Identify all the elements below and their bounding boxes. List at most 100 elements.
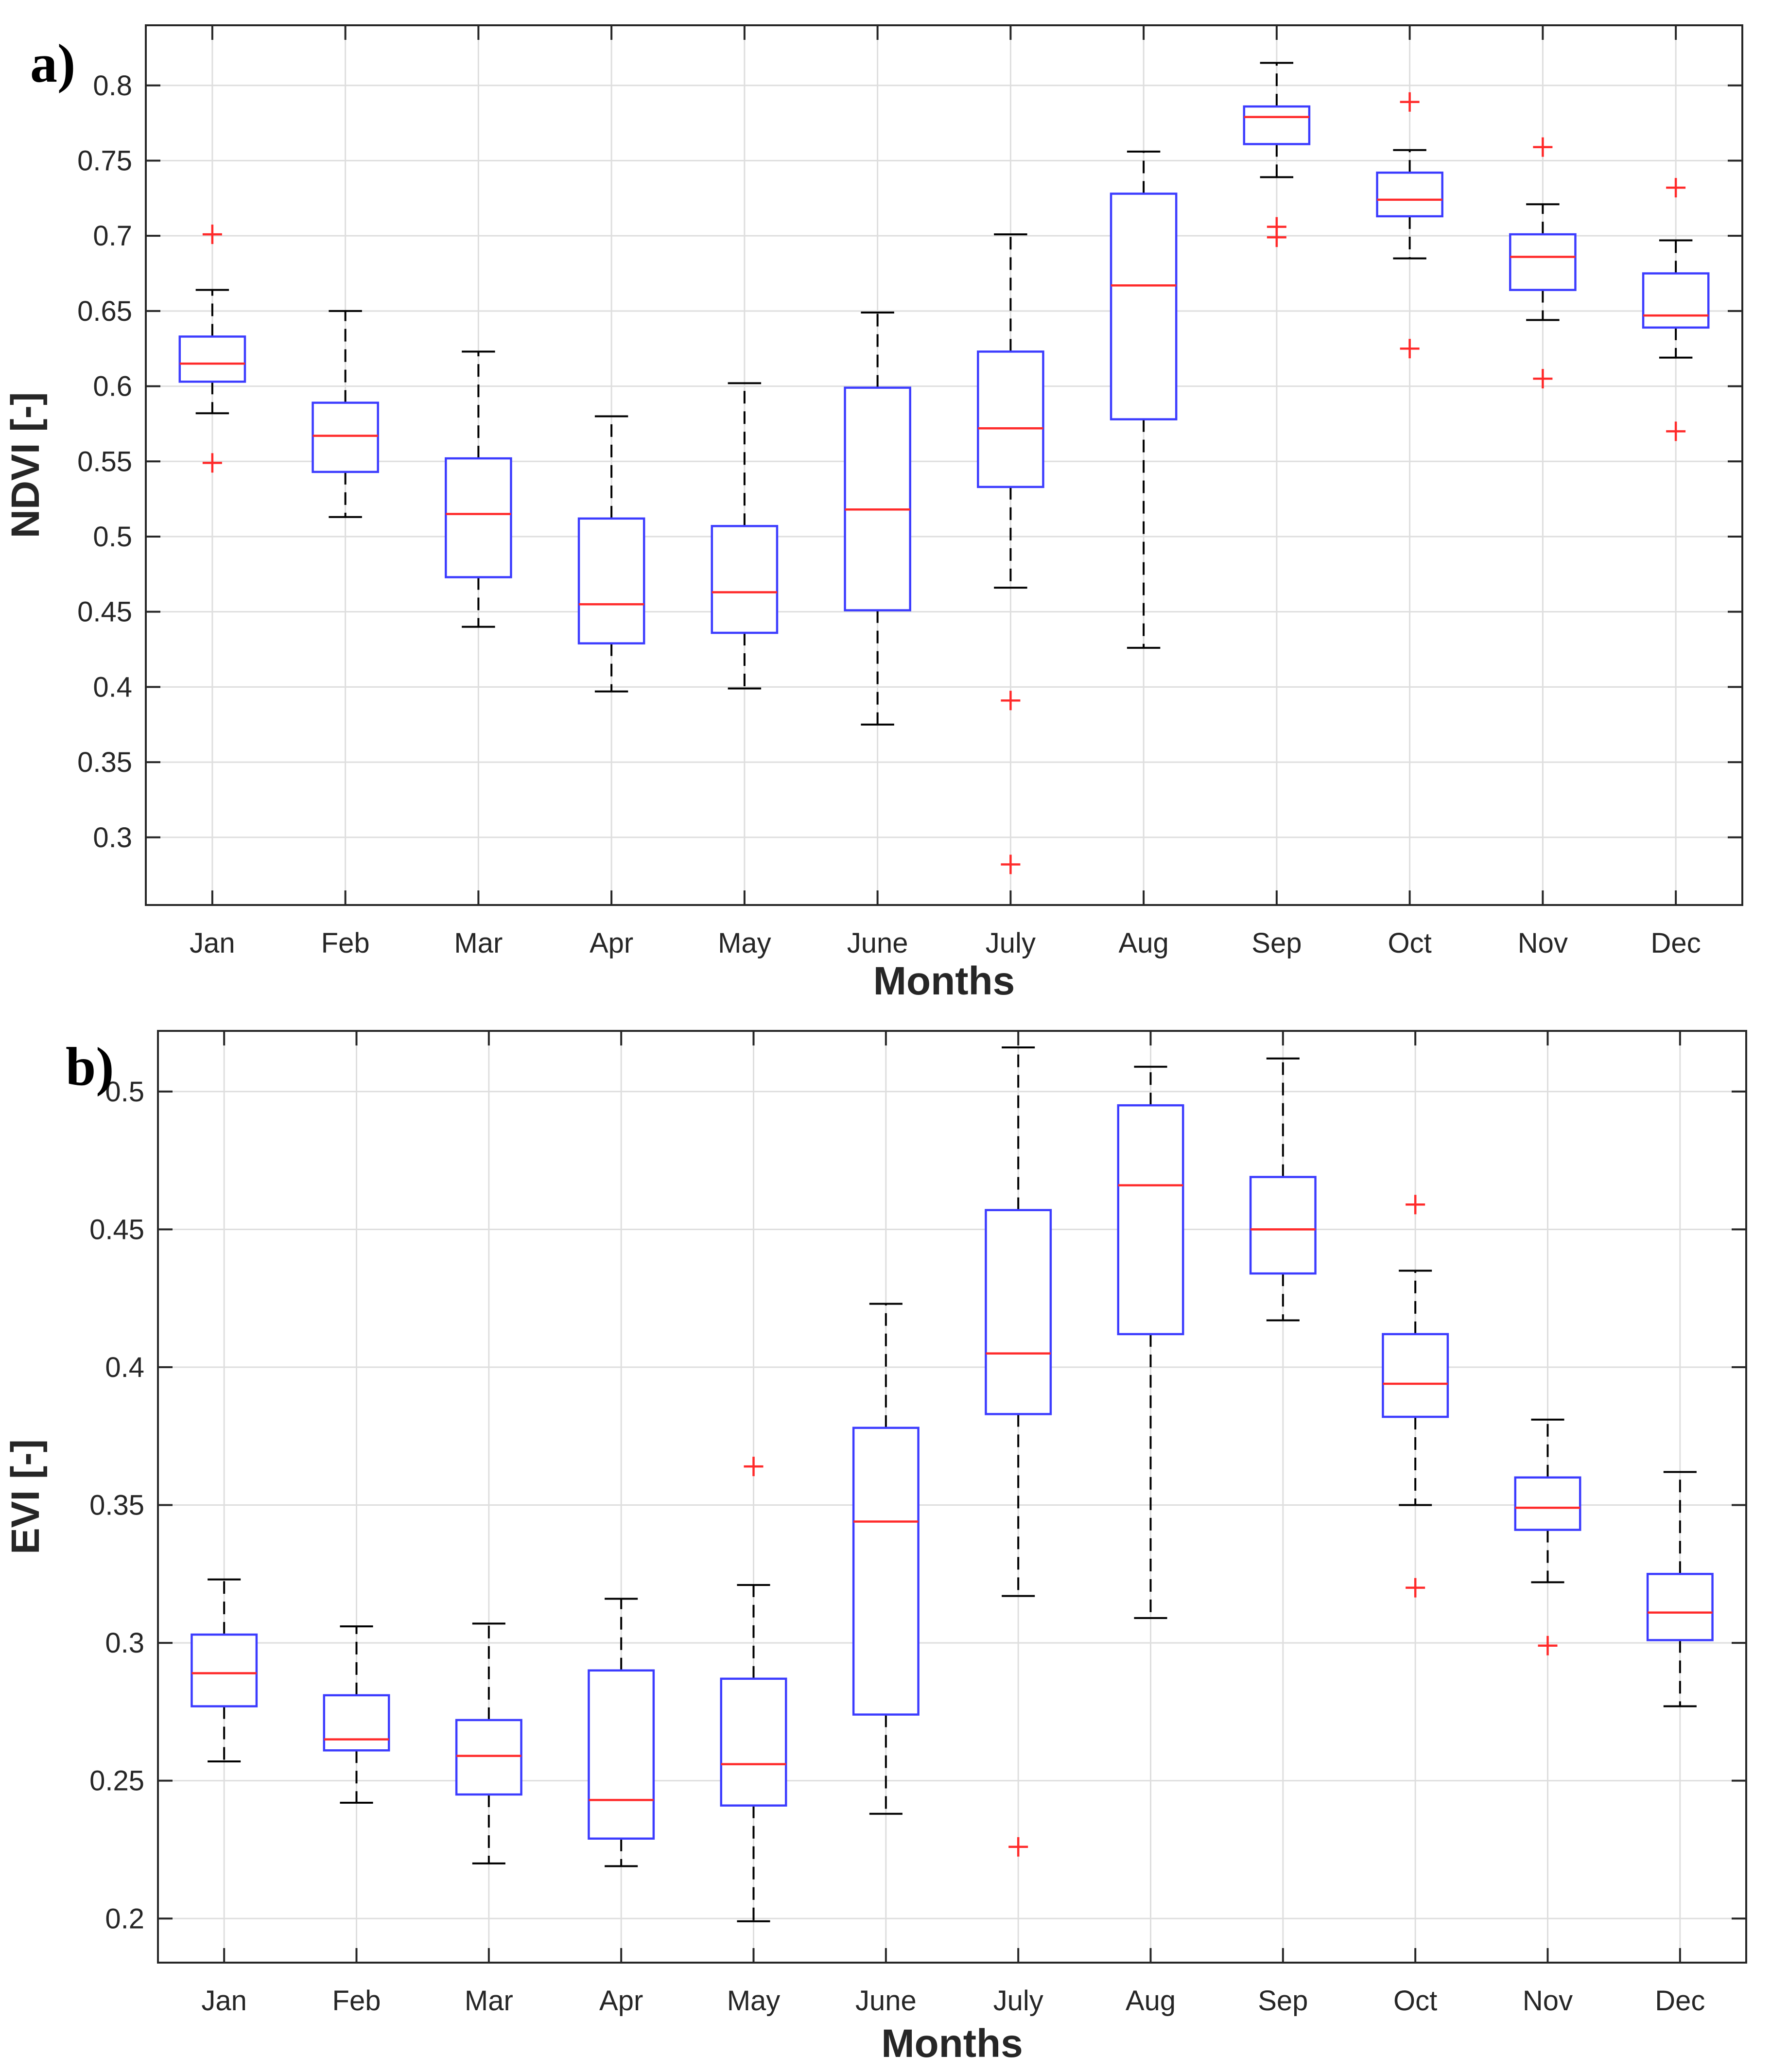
y-tick-label: 0.55 — [77, 446, 132, 477]
y-tick-label: 0.7 — [93, 220, 132, 252]
y-tick-label: 0.35 — [89, 1490, 144, 1521]
box-nov — [1514, 1418, 1581, 1655]
outlier-marker — [1001, 854, 1021, 874]
iqr-box — [178, 335, 246, 383]
iqr-box — [720, 1677, 787, 1807]
y-tick-label: 0.3 — [93, 822, 132, 853]
box-june — [852, 1303, 920, 1815]
box-jan — [191, 1578, 258, 1762]
box-may — [711, 382, 779, 690]
y-tick-label: 0.5 — [105, 1076, 144, 1108]
y-tick-label: 0.45 — [77, 596, 132, 628]
plot-area — [158, 1031, 1746, 1963]
axes-frame — [145, 24, 1743, 906]
y-tick-label: 0.35 — [77, 747, 132, 778]
iqr-box — [1117, 1104, 1184, 1336]
iqr-box — [577, 517, 645, 644]
box-july — [977, 233, 1044, 874]
box-oct — [1376, 92, 1443, 359]
iqr-box — [588, 1669, 655, 1840]
box-jan — [178, 225, 246, 473]
x-tick-label: Feb — [332, 1985, 381, 2017]
x-tick-label: Mar — [454, 927, 503, 959]
y-tick-label: 0.25 — [89, 1765, 144, 1797]
y-axis-label: EVI [-] — [3, 1439, 48, 1554]
outlier-marker — [1267, 227, 1286, 247]
outlier-marker — [1406, 1578, 1425, 1598]
outlier-marker — [744, 1457, 764, 1477]
iqr-box — [312, 401, 379, 473]
x-tick-label: Oct — [1393, 1985, 1437, 2017]
x-tick-label: Nov — [1518, 927, 1568, 959]
outlier-marker — [1533, 137, 1553, 157]
x-axis-label: Months — [881, 2021, 1023, 2066]
box-mar — [455, 1622, 522, 1864]
iqr-box — [1514, 1476, 1581, 1531]
x-tick-label: Sep — [1258, 1985, 1308, 2017]
y-tick-label: 0.3 — [105, 1627, 144, 1659]
box-feb — [312, 310, 379, 518]
x-tick-label: June — [847, 927, 908, 959]
x-tick-label: Oct — [1388, 927, 1432, 959]
outlier-marker — [202, 453, 222, 473]
iqr-box — [1509, 233, 1577, 291]
x-tick-label: Nov — [1523, 1985, 1573, 2017]
x-tick-label: Mar — [465, 1985, 513, 2017]
outlier-marker — [1001, 691, 1021, 711]
x-tick-label: Apr — [590, 927, 633, 959]
outlier-marker — [202, 225, 222, 244]
box-aug — [1117, 1065, 1184, 1619]
x-tick-label: May — [727, 1985, 781, 2017]
box-june — [844, 311, 911, 726]
y-axis-label: NDVI [-] — [3, 392, 48, 539]
x-tick-label: Sep — [1251, 927, 1302, 959]
outlier-marker — [1400, 92, 1420, 112]
iqr-box — [323, 1694, 390, 1752]
x-tick-label: Aug — [1126, 1985, 1176, 2017]
outlier-marker — [1406, 1195, 1425, 1215]
box-apr — [588, 1598, 655, 1867]
axes-frame — [157, 1030, 1747, 1964]
box-may — [720, 1457, 787, 1922]
box-dec — [1642, 178, 1710, 441]
outlier-marker — [1008, 1837, 1028, 1857]
box-sep — [1249, 1057, 1317, 1322]
panel-label: b) — [66, 1037, 114, 1097]
iqr-box — [1382, 1333, 1449, 1418]
iqr-box — [191, 1633, 258, 1707]
iqr-box — [1249, 1176, 1317, 1275]
y-tick-label: 0.8 — [93, 70, 132, 102]
x-tick-label: July — [993, 1985, 1043, 2017]
iqr-box — [1110, 192, 1178, 420]
plot-area — [146, 25, 1742, 905]
box-mar — [445, 350, 512, 628]
panel-a: 0.3 0.35 0.4 0.45 0.5 0.55 0.6 0.65 0.7 0.75 0.8 Ja… — [3, 24, 1743, 1003]
x-tick-label: May — [718, 927, 771, 959]
iqr-box — [455, 1719, 522, 1796]
x-tick-label: June — [855, 1985, 917, 2017]
x-tick-label: Dec — [1651, 927, 1701, 959]
box-july — [985, 1046, 1052, 1857]
box-aug — [1110, 150, 1178, 649]
iqr-box — [1243, 105, 1311, 145]
x-tick-label: Jan — [190, 927, 235, 959]
x-tick-label: Jan — [201, 1985, 247, 2017]
outlier-marker — [1538, 1636, 1558, 1655]
iqr-box — [445, 457, 512, 578]
outlier-marker — [1666, 178, 1686, 198]
box-feb — [323, 1625, 390, 1804]
box-apr — [577, 415, 645, 693]
iqr-box — [711, 525, 779, 634]
y-tick-label: 0.6 — [93, 371, 132, 402]
x-tick-label: Dec — [1655, 1985, 1705, 2017]
y-tick-label: 0.75 — [77, 145, 132, 176]
iqr-box — [985, 1209, 1052, 1415]
y-tick-label: 0.4 — [105, 1352, 144, 1383]
x-tick-label: July — [986, 927, 1036, 959]
iqr-box — [852, 1427, 920, 1716]
y-tick-label: 0.65 — [77, 296, 132, 327]
iqr-box — [977, 350, 1044, 488]
panel-b: 0.2 0.25 0.3 0.35 0.4 0.45 0.5 Jan Feb Mar Apr May J… — [3, 1030, 1747, 2066]
box-oct — [1382, 1195, 1449, 1598]
